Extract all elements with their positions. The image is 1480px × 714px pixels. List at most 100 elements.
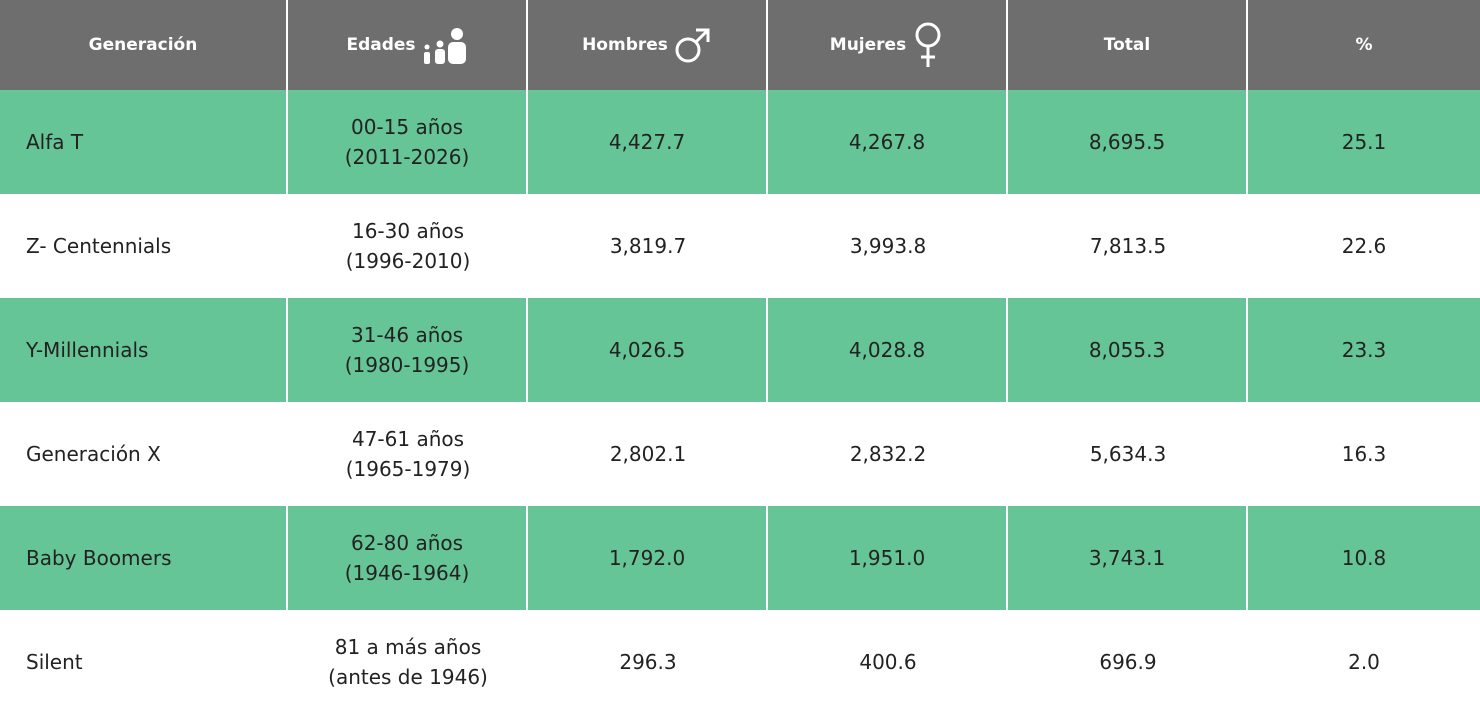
table-cell: 4,026.5 bbox=[528, 298, 768, 402]
table-cell: 31-46 años (1980-1995) bbox=[288, 298, 528, 402]
table-row: Alfa T 00-15 años (2011-2026) 4,427.7 4,267.… bbox=[0, 90, 1480, 194]
cell-text: 7,813.5 bbox=[1089, 234, 1167, 258]
header-text: Total bbox=[1103, 35, 1151, 55]
page: {"table": { "headers": ["Generación", "E… bbox=[0, 0, 1480, 689]
cell-text: 2,802.1 bbox=[609, 442, 687, 466]
cell-text: 25.1 bbox=[1341, 130, 1387, 154]
cell-text: (2011-2026) bbox=[344, 145, 470, 169]
cell-text: Baby Boomers bbox=[26, 546, 172, 570]
header-cell: Generación bbox=[0, 0, 288, 90]
cell-text: 8,055.3 bbox=[1088, 338, 1166, 362]
table-cell: Generación X bbox=[0, 402, 288, 506]
table-cell: 16.3 bbox=[1248, 402, 1480, 506]
table-cell: 8,055.3 bbox=[1008, 298, 1248, 402]
table-cell: 81 a más años (antes de 1946) bbox=[288, 610, 528, 714]
cell-text: 1,951.0 bbox=[848, 546, 926, 570]
table-cell: Silent bbox=[0, 610, 288, 714]
table-cell: 2.0 bbox=[1248, 610, 1480, 714]
cell-text: Silent bbox=[26, 650, 83, 674]
cell-text: (antes de 1946) bbox=[328, 665, 488, 689]
table-cell: 5,634.3 bbox=[1008, 402, 1248, 506]
table-cell: 23.3 bbox=[1248, 298, 1480, 402]
cell-text: 62-80 años bbox=[350, 531, 464, 555]
table-cell: 7,813.5 bbox=[1008, 194, 1248, 298]
cell-text: 8,695.5 bbox=[1088, 130, 1166, 154]
table-row: Y-Millennials 31-46 años (1980-1995) 4,026.… bbox=[0, 298, 1480, 402]
table-row: Z- Centennials 16-30 años (1996-2010) 3,819… bbox=[0, 194, 1480, 298]
table-cell: 400.6 bbox=[768, 610, 1008, 714]
cell-text: Y-Millennials bbox=[26, 338, 149, 362]
cell-text: (1996-2010) bbox=[345, 249, 471, 273]
table-cell: 47-61 años (1965-1979) bbox=[288, 402, 528, 506]
table-row: Silent 81 a más años (antes de 1946) 296.3 4… bbox=[0, 610, 1480, 714]
table-row: Generación X 47-61 años (1965-1979) 2,802.1… bbox=[0, 402, 1480, 506]
table-cell: 1,951.0 bbox=[768, 506, 1008, 610]
table-cell: 22.6 bbox=[1248, 194, 1480, 298]
people-icon bbox=[423, 28, 466, 64]
cell-text: 696.9 bbox=[1099, 650, 1157, 674]
table-cell: 00-15 años (2011-2026) bbox=[288, 90, 528, 194]
table-cell: Baby Boomers bbox=[0, 506, 288, 610]
cell-text: 5,634.3 bbox=[1089, 442, 1167, 466]
cell-text: 00-15 años bbox=[350, 115, 464, 139]
cell-text: 16.3 bbox=[1341, 442, 1387, 466]
cell-text: 4,026.5 bbox=[608, 338, 686, 362]
header-cell: Hombres bbox=[528, 0, 768, 90]
table-cell: 16-30 años (1996-2010) bbox=[288, 194, 528, 298]
table-cell: Y-Millennials bbox=[0, 298, 288, 402]
cell-text: 47-61 años bbox=[351, 427, 465, 451]
table-cell: 2,802.1 bbox=[528, 402, 768, 506]
male-icon bbox=[675, 28, 710, 63]
cell-text: 10.8 bbox=[1341, 546, 1387, 570]
cell-text: 22.6 bbox=[1341, 234, 1387, 258]
table-cell: 10.8 bbox=[1248, 506, 1480, 610]
table-cell: 2,832.2 bbox=[768, 402, 1008, 506]
cell-text: 3,819.7 bbox=[609, 234, 687, 258]
cell-text: 296.3 bbox=[619, 650, 677, 674]
header-text: Edades bbox=[346, 35, 416, 55]
table-cell: 696.9 bbox=[1008, 610, 1248, 714]
cell-text: 16-30 años bbox=[351, 219, 465, 243]
header-cell: Mujeres bbox=[768, 0, 1008, 90]
cell-text: (1946-1964) bbox=[344, 561, 470, 585]
cell-text: 4,028.8 bbox=[848, 338, 926, 362]
header-cell: % bbox=[1248, 0, 1480, 90]
cell-text: 400.6 bbox=[859, 650, 917, 674]
cell-text: 2,832.2 bbox=[849, 442, 927, 466]
table-cell: Alfa T bbox=[0, 90, 288, 194]
table-cell: Z- Centennials bbox=[0, 194, 288, 298]
table-cell: 4,427.7 bbox=[528, 90, 768, 194]
table-cell: 3,993.8 bbox=[768, 194, 1008, 298]
cell-text: 3,993.8 bbox=[849, 234, 927, 258]
table-cell: 8,695.5 bbox=[1008, 90, 1248, 194]
header-cell: Total bbox=[1008, 0, 1248, 90]
header-text: Generación bbox=[88, 35, 198, 55]
header-text: Mujeres bbox=[829, 35, 907, 55]
cell-text: 4,267.8 bbox=[848, 130, 926, 154]
cell-text: Alfa T bbox=[26, 130, 84, 154]
header-text: Hombres bbox=[582, 35, 668, 55]
table-cell: 296.3 bbox=[528, 610, 768, 714]
female-icon bbox=[915, 22, 941, 67]
table-cell: 3,743.1 bbox=[1008, 506, 1248, 610]
cell-text: 4,427.7 bbox=[608, 130, 686, 154]
header-cell: Edades bbox=[288, 0, 528, 90]
header-text: % bbox=[1355, 35, 1373, 55]
table-cell: 4,028.8 bbox=[768, 298, 1008, 402]
table-row: Baby Boomers 62-80 años (1946-1964) 1,792.0… bbox=[0, 506, 1480, 610]
cell-text: 23.3 bbox=[1341, 338, 1387, 362]
cell-text: 1,792.0 bbox=[608, 546, 686, 570]
cell-text: (1965-1979) bbox=[345, 457, 471, 481]
cell-text: 31-46 años bbox=[350, 323, 464, 347]
cell-text: (1980-1995) bbox=[344, 353, 470, 377]
table-cell: 1,792.0 bbox=[528, 506, 768, 610]
header-row: Generación Edades Hombres Mujeres Total … bbox=[0, 0, 1480, 90]
table-cell: 3,819.7 bbox=[528, 194, 768, 298]
cell-text: 81 a más años bbox=[334, 635, 482, 659]
table-cell: 25.1 bbox=[1248, 90, 1480, 194]
table-cell: 4,267.8 bbox=[768, 90, 1008, 194]
cell-text: 3,743.1 bbox=[1088, 546, 1166, 570]
cell-text: 2.0 bbox=[1348, 650, 1380, 674]
cell-text: Generación X bbox=[26, 442, 161, 466]
